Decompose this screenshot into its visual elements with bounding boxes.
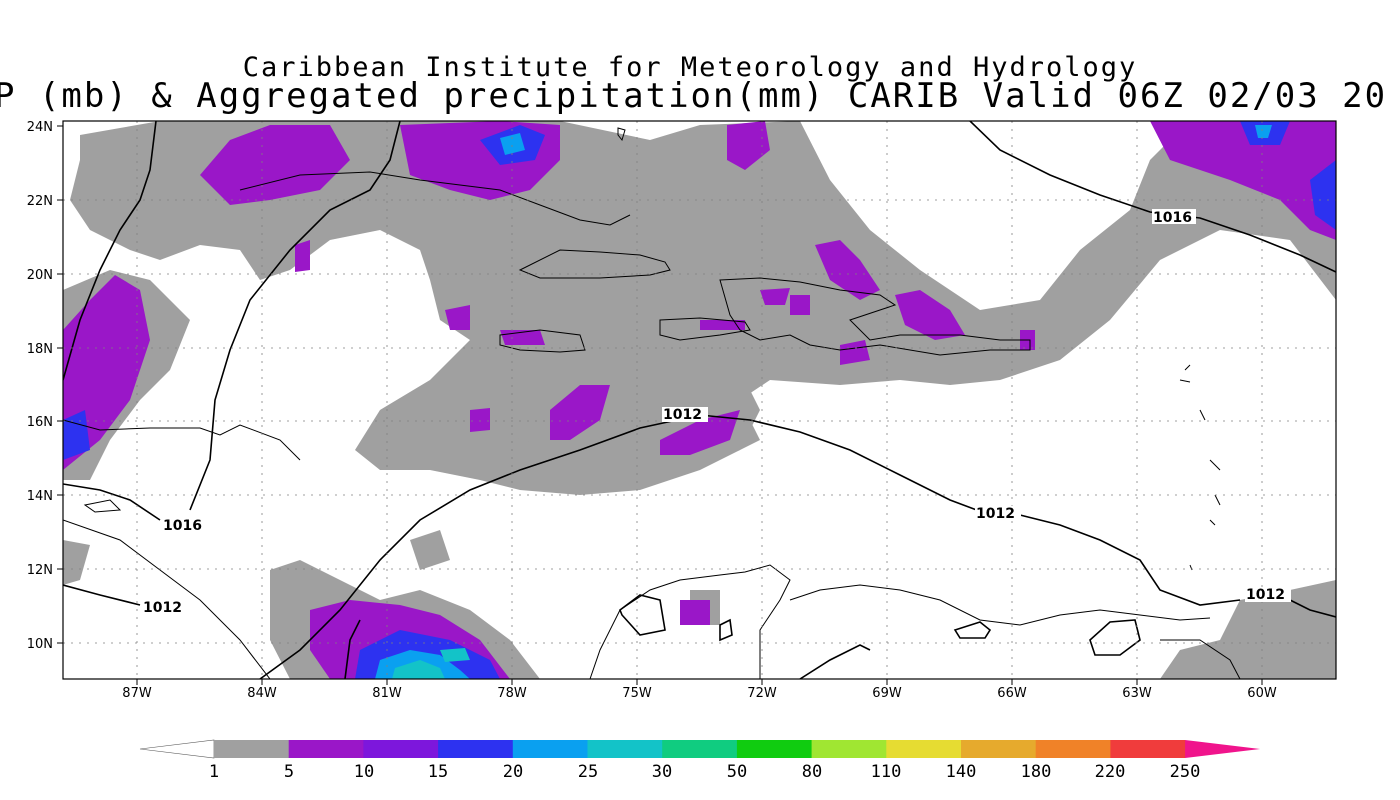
map-frame — [62, 120, 1337, 680]
precip-heavy-areas — [63, 121, 1336, 679]
lat-label: 20N — [27, 268, 53, 283]
isobar-label-1016: 1016 — [1153, 210, 1192, 226]
lat-label: 14N — [27, 489, 53, 504]
colorbar-segment — [811, 740, 887, 758]
colorbar-label: 220 — [1095, 762, 1126, 782]
colorbar-label: 180 — [1021, 762, 1052, 782]
lat-label: 12N — [27, 563, 53, 578]
colorbar-arrow-high — [1185, 740, 1261, 758]
coastlines — [63, 127, 1241, 679]
colorbar-segment — [288, 740, 364, 758]
colorbar-segment — [438, 740, 514, 758]
lat-label: 24N — [27, 120, 53, 135]
lon-label: 63W — [1122, 686, 1152, 701]
colorbar-segment — [961, 740, 1037, 758]
colorbar-label: 15 — [428, 762, 448, 782]
lon-label: 69W — [872, 686, 902, 701]
lat-label: 10N — [27, 637, 53, 652]
lon-label: 60W — [1247, 686, 1277, 701]
colorbar-labels: 1 5 10 15 20 25 30 50 80 110 140 180 220… — [209, 762, 1200, 782]
colorbar-label: 50 — [727, 762, 747, 782]
map-title: Caribbean Institute for Meteorology and … — [242, 52, 1138, 83]
isobar-label-1012: 1012 — [663, 407, 702, 423]
colorbar — [139, 739, 1261, 759]
colorbar-label: 10 — [354, 762, 374, 782]
precip-light-areas — [63, 121, 1336, 679]
colorbar-segment — [214, 740, 290, 758]
lon-label: 72W — [747, 686, 777, 701]
lon-label: 78W — [497, 686, 527, 701]
lat-labels: 24N 22N 20N 18N 16N 14N 12N 10N — [27, 120, 53, 652]
lon-label: 87W — [122, 686, 152, 701]
colorbar-segment — [1110, 740, 1186, 758]
colorbar-segment — [736, 740, 812, 758]
lon-label: 81W — [372, 686, 402, 701]
isobar-labels: 1016 1012 1012 1016 1012 1012 — [142, 209, 1291, 616]
lon-ticks — [136, 679, 1263, 685]
grid-lines — [63, 121, 1336, 679]
colorbar-label: 110 — [871, 762, 902, 782]
colorbar-label: 30 — [652, 762, 672, 782]
lon-label: 84W — [247, 686, 277, 701]
isobar-lines — [63, 121, 1336, 679]
isobar-label-1012: 1012 — [976, 506, 1015, 522]
colorbar-segment — [512, 740, 588, 758]
colorbar-label: 1 — [209, 762, 219, 782]
isobar-label-1016: 1016 — [163, 518, 202, 534]
colorbar-label: 250 — [1170, 762, 1201, 782]
map-field: 1016 1012 1012 1016 1012 1012 — [63, 121, 1336, 679]
colorbar-segment — [1035, 740, 1111, 758]
colorbar-segment — [363, 740, 439, 758]
lat-label: 22N — [27, 194, 53, 209]
map-subtitle: P (mb) & Aggregated precipitation(mm) CA… — [0, 76, 1388, 116]
lon-label: 75W — [622, 686, 652, 701]
colorbar-label: 140 — [946, 762, 977, 782]
lat-label: 18N — [27, 342, 53, 357]
colorbar-segment — [886, 740, 962, 758]
isobar-label-1012: 1012 — [1246, 587, 1285, 603]
lon-label: 66W — [997, 686, 1027, 701]
lat-ticks — [57, 125, 63, 644]
colorbar-label: 20 — [503, 762, 523, 782]
lat-label: 16N — [27, 415, 53, 430]
colorbar-arrow-low — [139, 739, 215, 759]
colorbar-segment — [587, 740, 663, 758]
isobar-label-1012: 1012 — [143, 600, 182, 616]
colorbar-label: 25 — [578, 762, 598, 782]
colorbar-segment — [662, 740, 738, 758]
colorbar-label: 5 — [284, 762, 294, 782]
lon-labels: 87W 84W 81W 78W 75W 72W 69W 66W 63W 60W — [122, 686, 1277, 701]
colorbar-label: 80 — [802, 762, 822, 782]
